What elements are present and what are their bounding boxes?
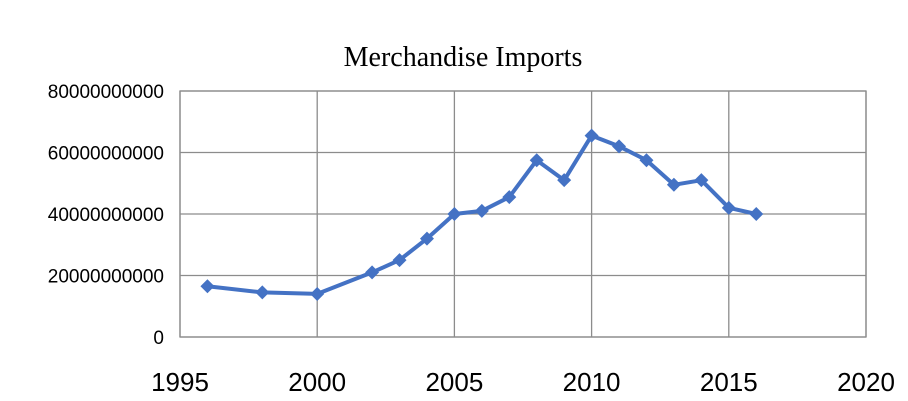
data-point-marker [255,285,270,300]
y-tick-label: 0 [153,328,164,349]
data-point-marker [639,153,654,168]
data-point-marker [584,128,599,143]
data-point-marker [200,279,215,294]
x-axis-ticks: 1995 2000 2005 2010 2015 2020 [151,367,895,397]
x-tick-label: 2010 [563,367,621,397]
y-axis-ticks: 0 20000000000 40000000000 60000000000 800000… [48,82,164,349]
x-tick-label: 2000 [288,367,346,397]
data-point-marker [310,286,325,301]
y-tick-label: 80000000000 [48,82,164,103]
x-tick-label: 1995 [151,367,209,397]
data-point-marker [419,231,434,246]
data-point-marker [749,207,764,221]
data-point-marker [392,253,407,268]
data-point-marker [612,139,627,154]
data-point-marker [447,207,462,221]
data-point-marker [502,190,517,205]
data-point-marker [666,177,681,192]
x-tick-label: 2015 [700,367,758,397]
y-tick-label: 40000000000 [48,205,164,226]
y-tick-label: 60000000000 [48,144,164,165]
series-markers [200,128,764,301]
data-point-marker [365,265,380,280]
y-tick-label: 20000000000 [48,267,164,288]
x-tick-label: 2020 [837,367,895,397]
x-tick-label: 2005 [425,367,483,397]
data-point-marker [694,173,709,188]
data-point-marker [721,200,736,215]
data-point-marker [557,173,572,188]
chart-title: Merchandise Imports [344,42,583,73]
data-point-marker [529,153,544,168]
data-point-marker [474,203,489,218]
